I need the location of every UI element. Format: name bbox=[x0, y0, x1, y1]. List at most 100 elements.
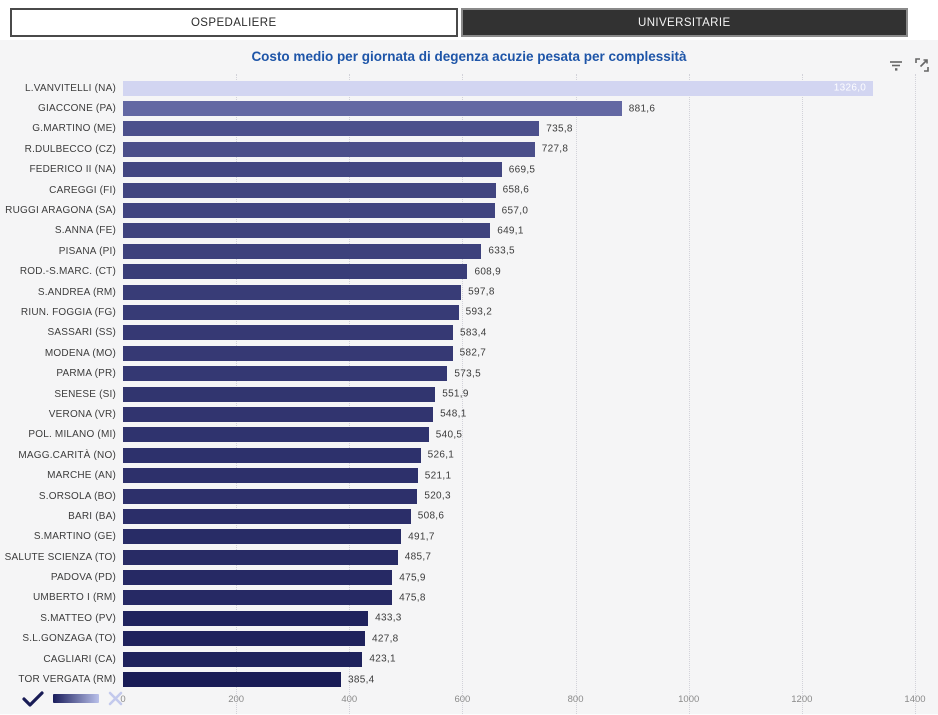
bar-track: 583,4 bbox=[123, 325, 915, 341]
bar-row: S.L.GONZAGA (TO) 427,8 bbox=[0, 629, 938, 649]
bar[interactable] bbox=[123, 121, 540, 137]
bar-rows: L.VANVITELLI (NA) 1326,0 GIACCONE (PA) 881,… bbox=[0, 78, 938, 690]
x-axis: 0 200 400 600 800 1000 1200 1400 bbox=[0, 690, 938, 715]
value-label: 583,4 bbox=[460, 327, 487, 339]
bar-row: POL. MILANO (MI) 540,5 bbox=[0, 425, 938, 445]
value-label: 508,6 bbox=[417, 510, 445, 522]
category-label: PARMA (PR) bbox=[56, 368, 116, 380]
bar[interactable] bbox=[123, 304, 459, 320]
category-label: MARCHE (AN) bbox=[47, 470, 116, 482]
bar[interactable] bbox=[123, 590, 393, 606]
bar-track: 540,5 bbox=[123, 427, 915, 443]
value-label: 520,3 bbox=[424, 490, 451, 502]
tab-universitarie[interactable]: UNIVERSITARIE bbox=[460, 8, 908, 37]
filter-icon[interactable] bbox=[888, 57, 904, 73]
gradient-swatch[interactable] bbox=[53, 694, 99, 704]
bar-row: FEDERICO II (NA) 669,5 bbox=[0, 160, 938, 180]
x-tick-label: 400 bbox=[341, 693, 358, 705]
bar-track: 526,1 bbox=[123, 447, 915, 463]
bar-row: ROD.-S.MARC. (CT) 608,9 bbox=[0, 262, 938, 282]
category-label: SENESE (SI) bbox=[54, 388, 116, 400]
bar[interactable] bbox=[123, 325, 454, 341]
bar[interactable] bbox=[123, 182, 496, 198]
focus-mode-icon[interactable] bbox=[914, 57, 930, 73]
value-label: 548,1 bbox=[440, 408, 467, 420]
check-icon[interactable] bbox=[22, 691, 44, 707]
x-tick-label: 1000 bbox=[678, 693, 700, 705]
bar-row: SENESE (SI) 551,9 bbox=[0, 384, 938, 404]
bar[interactable] bbox=[123, 366, 448, 382]
value-label: 475,9 bbox=[399, 572, 426, 584]
bar-chart: L.VANVITELLI (NA) 1326,0 GIACCONE (PA) 881,… bbox=[0, 74, 938, 715]
value-label: 582,7 bbox=[459, 347, 487, 359]
bar[interactable] bbox=[123, 468, 418, 484]
bar[interactable] bbox=[123, 406, 434, 422]
bar-track: 427,8 bbox=[123, 631, 915, 647]
category-label: R.DULBECCO (CZ) bbox=[24, 143, 116, 155]
bar-track: 508,6 bbox=[123, 508, 915, 524]
bar-row: TOR VERGATA (RM) 385,4 bbox=[0, 669, 938, 689]
value-label: 658,6 bbox=[502, 184, 530, 196]
bar[interactable] bbox=[123, 203, 495, 219]
bar-track: 485,7 bbox=[123, 549, 915, 565]
category-label: S.MARTINO (GE) bbox=[33, 531, 116, 543]
chart-panel: Costo medio per giornata di degenza acuz… bbox=[0, 40, 938, 715]
bar-row: S.ORSOLA (BO) 520,3 bbox=[0, 486, 938, 506]
value-label: 427,8 bbox=[372, 633, 399, 645]
bar[interactable] bbox=[123, 80, 874, 96]
bar-track: 423,1 bbox=[123, 651, 915, 667]
value-label: 385,4 bbox=[348, 674, 375, 686]
bar-track: 657,0 bbox=[123, 203, 915, 219]
bar[interactable] bbox=[123, 610, 369, 626]
category-label: SASSARI (SS) bbox=[47, 327, 116, 339]
x-axis-ticks: 0 200 400 600 800 1000 1200 1400 bbox=[120, 693, 925, 708]
value-label: 475,8 bbox=[399, 592, 426, 604]
bar[interactable] bbox=[123, 672, 342, 688]
bar[interactable] bbox=[123, 101, 622, 117]
bar[interactable] bbox=[123, 549, 398, 565]
value-label: 491,7 bbox=[408, 531, 435, 543]
bar[interactable] bbox=[123, 447, 421, 463]
category-label: GIACCONE (PA) bbox=[38, 103, 116, 115]
bar[interactable] bbox=[123, 141, 535, 157]
value-label: 485,7 bbox=[404, 551, 432, 563]
bar-track: 669,5 bbox=[123, 162, 915, 178]
tab-ospedaliere[interactable]: OSPEDALIERE bbox=[10, 8, 458, 37]
bar-track: 385,4 bbox=[123, 672, 915, 688]
bar[interactable] bbox=[123, 223, 491, 239]
bar-row: R.DULBECCO (CZ) 727,8 bbox=[0, 139, 938, 159]
bar-row: S.MARTINO (GE) 491,7 bbox=[0, 527, 938, 547]
bar-track: 633,5 bbox=[123, 243, 915, 259]
category-label: S.ANDREA (RM) bbox=[37, 286, 116, 298]
category-label: BARI (BA) bbox=[68, 510, 116, 522]
value-label: 423,1 bbox=[369, 653, 396, 665]
bar[interactable] bbox=[123, 162, 502, 178]
category-label: UMBERTO I (RM) bbox=[33, 592, 116, 604]
bar[interactable] bbox=[123, 651, 363, 667]
bar[interactable] bbox=[123, 243, 482, 259]
bar[interactable] bbox=[123, 427, 429, 443]
bar[interactable] bbox=[123, 488, 418, 504]
x-tick-label: 1200 bbox=[791, 693, 813, 705]
bar-row: PADOVA (PD) 475,9 bbox=[0, 567, 938, 587]
bar[interactable] bbox=[123, 284, 462, 300]
bar-row: G.MARTINO (ME) 735,8 bbox=[0, 119, 938, 139]
bar-track: 881,6 bbox=[123, 101, 915, 117]
bar[interactable] bbox=[123, 570, 393, 586]
value-label: 649,1 bbox=[497, 225, 524, 237]
bar[interactable] bbox=[123, 508, 411, 524]
category-label: ROD.-S.MARC. (CT) bbox=[19, 266, 116, 278]
bar[interactable] bbox=[123, 529, 402, 545]
bar-track: 475,9 bbox=[123, 570, 915, 586]
bar[interactable] bbox=[123, 631, 365, 647]
value-label: 735,8 bbox=[546, 123, 573, 135]
bar-track: 433,3 bbox=[123, 610, 915, 626]
bar[interactable] bbox=[123, 264, 468, 280]
bar[interactable] bbox=[123, 345, 453, 361]
clear-icon[interactable] bbox=[108, 691, 123, 706]
bar-track: 1326,0 bbox=[123, 80, 915, 96]
category-label: VERONA (VR) bbox=[48, 408, 116, 420]
bar[interactable] bbox=[123, 386, 436, 402]
bar-row: SASSARI (SS) 583,4 bbox=[0, 323, 938, 343]
